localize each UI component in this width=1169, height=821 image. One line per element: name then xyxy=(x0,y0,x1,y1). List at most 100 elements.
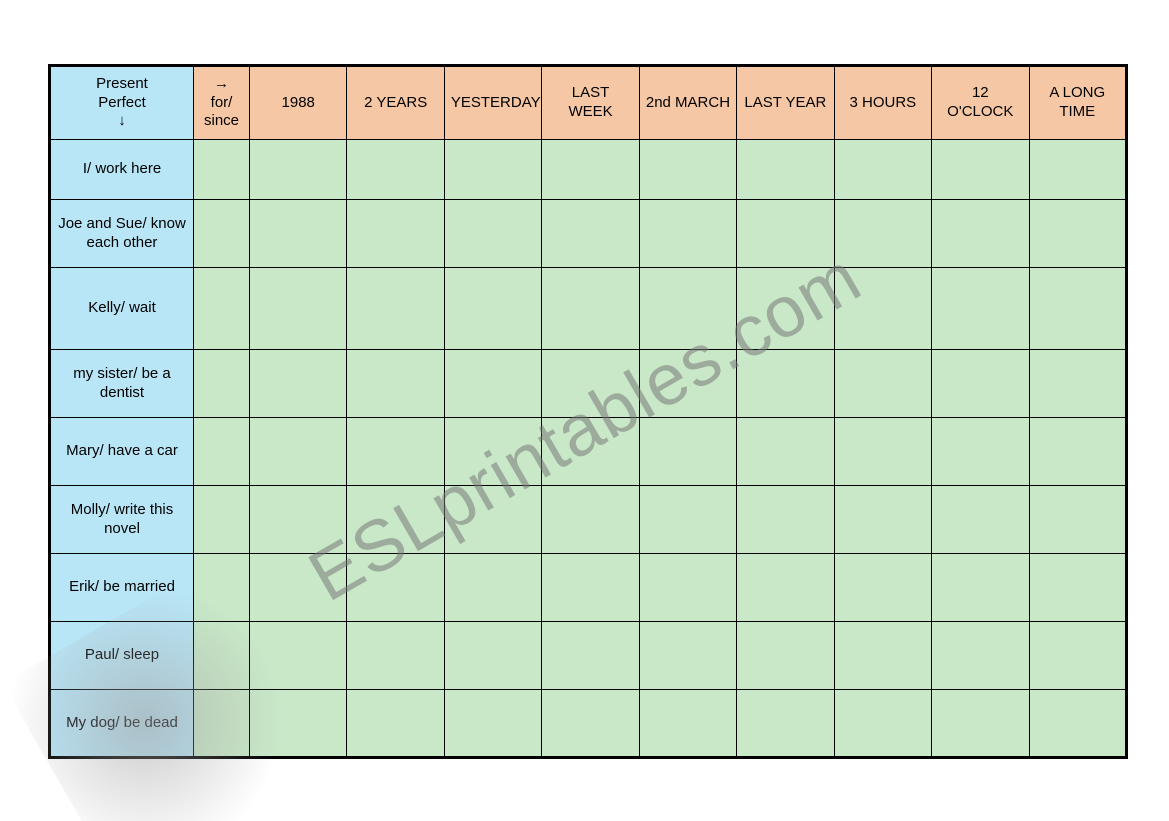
answer-cell[interactable] xyxy=(737,268,834,350)
answer-cell[interactable] xyxy=(1029,486,1127,554)
answer-cell[interactable] xyxy=(834,554,931,622)
answer-cell[interactable] xyxy=(194,690,250,758)
answer-cell[interactable] xyxy=(932,350,1029,418)
answer-cell[interactable] xyxy=(542,486,639,554)
answer-cell[interactable] xyxy=(542,200,639,268)
answer-cell[interactable] xyxy=(542,622,639,690)
answer-cell[interactable] xyxy=(444,350,541,418)
answer-cell[interactable] xyxy=(194,418,250,486)
answer-cell[interactable] xyxy=(737,200,834,268)
answer-cell[interactable] xyxy=(194,350,250,418)
answer-cell[interactable] xyxy=(347,554,444,622)
answer-cell[interactable] xyxy=(639,350,736,418)
answer-cell[interactable] xyxy=(194,200,250,268)
answer-cell[interactable] xyxy=(250,486,347,554)
answer-cell[interactable] xyxy=(932,418,1029,486)
answer-cell[interactable] xyxy=(737,140,834,200)
answer-cell[interactable] xyxy=(1029,554,1127,622)
answer-cell[interactable] xyxy=(542,418,639,486)
answer-cell[interactable] xyxy=(834,486,931,554)
answer-cell[interactable] xyxy=(834,268,931,350)
answer-cell[interactable] xyxy=(1029,268,1127,350)
answer-cell[interactable] xyxy=(932,486,1029,554)
answer-cell[interactable] xyxy=(444,486,541,554)
answer-cell[interactable] xyxy=(834,418,931,486)
answer-cell[interactable] xyxy=(250,350,347,418)
for-since-header: → for/ since xyxy=(194,66,250,140)
answer-cell[interactable] xyxy=(194,486,250,554)
answer-cell[interactable] xyxy=(542,554,639,622)
answer-cell[interactable] xyxy=(639,486,736,554)
answer-cell[interactable] xyxy=(932,554,1029,622)
answer-cell[interactable] xyxy=(347,268,444,350)
answer-cell[interactable] xyxy=(737,690,834,758)
answer-cell[interactable] xyxy=(194,554,250,622)
answer-cell[interactable] xyxy=(1029,690,1127,758)
header-row: Present Perfect ↓ → for/ since 1988 2 YE… xyxy=(50,66,1127,140)
answer-cell[interactable] xyxy=(444,268,541,350)
answer-cell[interactable] xyxy=(639,200,736,268)
answer-cell[interactable] xyxy=(347,200,444,268)
answer-cell[interactable] xyxy=(1029,140,1127,200)
answer-cell[interactable] xyxy=(444,140,541,200)
row-header: I/ work here xyxy=(50,140,194,200)
answer-cell[interactable] xyxy=(542,690,639,758)
answer-cell[interactable] xyxy=(444,622,541,690)
answer-cell[interactable] xyxy=(444,200,541,268)
answer-cell[interactable] xyxy=(737,486,834,554)
answer-cell[interactable] xyxy=(194,622,250,690)
answer-cell[interactable] xyxy=(250,140,347,200)
answer-cell[interactable] xyxy=(347,140,444,200)
answer-cell[interactable] xyxy=(1029,622,1127,690)
right-arrow-icon: → xyxy=(214,75,229,92)
answer-cell[interactable] xyxy=(194,268,250,350)
answer-cell[interactable] xyxy=(444,418,541,486)
answer-cell[interactable] xyxy=(834,200,931,268)
answer-cell[interactable] xyxy=(639,690,736,758)
answer-cell[interactable] xyxy=(834,622,931,690)
time-header: 1988 xyxy=(250,66,347,140)
answer-cell[interactable] xyxy=(639,622,736,690)
answer-cell[interactable] xyxy=(444,554,541,622)
answer-cell[interactable] xyxy=(250,622,347,690)
answer-cell[interactable] xyxy=(444,690,541,758)
answer-cell[interactable] xyxy=(542,350,639,418)
answer-cell[interactable] xyxy=(347,418,444,486)
answer-cell[interactable] xyxy=(932,622,1029,690)
answer-cell[interactable] xyxy=(347,622,444,690)
answer-cell[interactable] xyxy=(932,200,1029,268)
table-row: I/ work here xyxy=(50,140,1127,200)
answer-cell[interactable] xyxy=(1029,200,1127,268)
answer-cell[interactable] xyxy=(639,418,736,486)
answer-cell[interactable] xyxy=(250,200,347,268)
answer-cell[interactable] xyxy=(834,140,931,200)
answer-cell[interactable] xyxy=(250,418,347,486)
answer-cell[interactable] xyxy=(639,554,736,622)
table-body: I/ work hereJoe and Sue/ know each other… xyxy=(50,140,1127,758)
time-header: A LONG TIME xyxy=(1029,66,1127,140)
answer-cell[interactable] xyxy=(347,690,444,758)
answer-cell[interactable] xyxy=(250,268,347,350)
answer-cell[interactable] xyxy=(932,690,1029,758)
answer-cell[interactable] xyxy=(737,350,834,418)
answer-cell[interactable] xyxy=(932,268,1029,350)
answer-cell[interactable] xyxy=(542,268,639,350)
time-header-label: A LONG TIME xyxy=(1049,84,1105,120)
answer-cell[interactable] xyxy=(250,554,347,622)
answer-cell[interactable] xyxy=(737,622,834,690)
answer-cell[interactable] xyxy=(737,554,834,622)
answer-cell[interactable] xyxy=(737,418,834,486)
answer-cell[interactable] xyxy=(834,690,931,758)
answer-cell[interactable] xyxy=(932,140,1029,200)
answer-cell[interactable] xyxy=(542,140,639,200)
answer-cell[interactable] xyxy=(347,350,444,418)
answer-cell[interactable] xyxy=(347,486,444,554)
answer-cell[interactable] xyxy=(639,140,736,200)
answer-cell[interactable] xyxy=(250,690,347,758)
table-row: Joe and Sue/ know each other xyxy=(50,200,1127,268)
answer-cell[interactable] xyxy=(834,350,931,418)
answer-cell[interactable] xyxy=(639,268,736,350)
answer-cell[interactable] xyxy=(1029,418,1127,486)
answer-cell[interactable] xyxy=(194,140,250,200)
answer-cell[interactable] xyxy=(1029,350,1127,418)
